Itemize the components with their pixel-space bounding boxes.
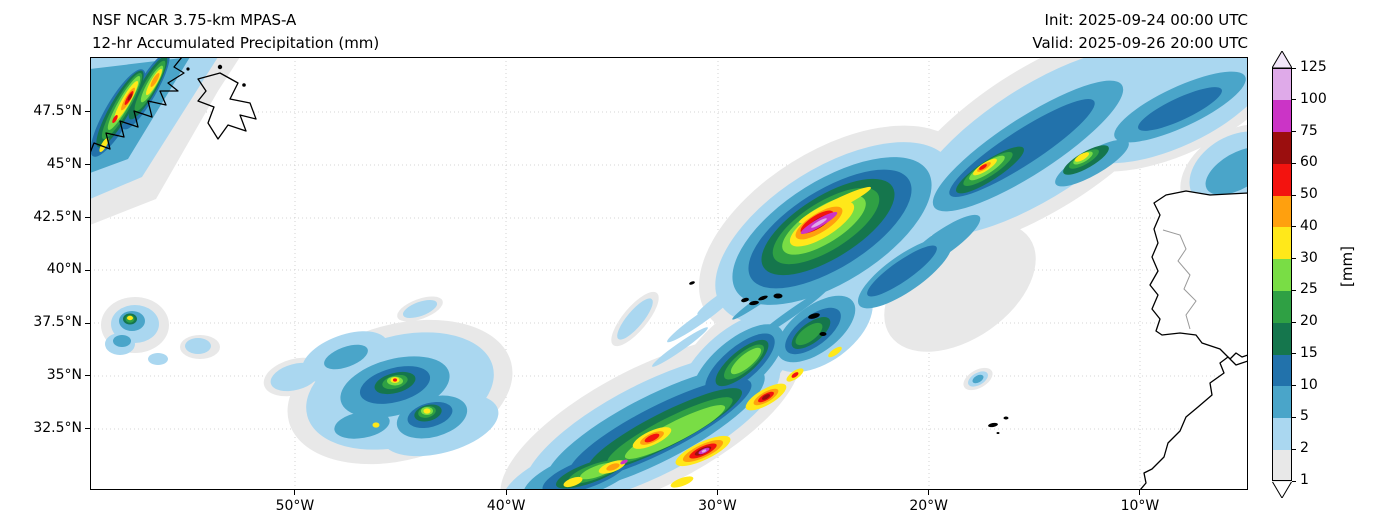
y-axis-tick: [85, 428, 90, 430]
y-axis-tick: [85, 322, 90, 324]
x-tick-label: 30°W: [698, 498, 737, 514]
colorbar-unit-label: [mm]: [1338, 246, 1356, 287]
colorbar-over-arrow: [1272, 51, 1292, 69]
map-border: [90, 57, 1248, 490]
x-tick-label: 40°W: [486, 498, 526, 514]
colorbar-segment: [1272, 131, 1292, 164]
init-time-label: Init: 2025-09-24 00:00 UTC: [1044, 11, 1248, 29]
colorbar-tick: [1292, 385, 1296, 387]
colorbar-tick-label: 15: [1300, 344, 1318, 361]
colorbar-tick-label: 25: [1300, 281, 1318, 298]
colorbar-segment: [1272, 68, 1292, 101]
colorbar-tick: [1292, 258, 1296, 260]
x-tick-label: 20°W: [909, 498, 948, 514]
x-tick-label: 50°W: [275, 498, 315, 514]
colorbar-segment: [1272, 417, 1292, 450]
colorbar-tick-label: 20: [1300, 313, 1318, 330]
colorbar-tick-label: 10: [1300, 376, 1318, 393]
y-tick-label: 37.5°N: [33, 314, 82, 331]
y-axis-tick: [85, 269, 90, 271]
map-svg: [90, 57, 1248, 490]
colorbar-tick-label: 50: [1300, 186, 1318, 203]
colorbar-tick: [1292, 289, 1296, 291]
x-axis-tick: [716, 490, 718, 495]
y-tick-label: 35°N: [46, 366, 82, 383]
colorbar-under-arrow: [1272, 480, 1292, 498]
colorbar-tick-label: 40: [1300, 217, 1318, 234]
y-tick-label: 42.5°N: [33, 208, 82, 225]
colorbar-segment: [1272, 163, 1292, 196]
y-axis-tick: [85, 164, 90, 166]
colorbar-tick-label: 125: [1300, 59, 1327, 75]
colorbar-segment: [1272, 353, 1292, 387]
y-tick-label: 47.5°N: [33, 102, 82, 119]
colorbar-tick: [1292, 226, 1296, 228]
x-tick-label: 10°W: [1120, 498, 1160, 514]
colorbar-tick: [1292, 194, 1296, 196]
colorbar-outline: [1272, 68, 1292, 481]
colorbar-segment: [1272, 195, 1292, 228]
field-title: 12-hr Accumulated Precipitation (mm): [92, 34, 380, 52]
colorbar-tick: [1292, 131, 1296, 133]
y-axis-tick: [85, 375, 90, 377]
colorbar-tick: [1292, 353, 1296, 355]
colorbar-segment: [1272, 322, 1292, 355]
colorbar-tick: [1292, 416, 1296, 418]
colorbar-tick: [1292, 448, 1296, 450]
y-tick-label: 45°N: [46, 155, 82, 172]
colorbar-segment: [1272, 226, 1292, 260]
colorbar-tick-label: 100: [1300, 90, 1327, 107]
colorbar-segment: [1272, 449, 1292, 482]
colorbar-tick-label: 1: [1300, 472, 1309, 488]
x-axis-tick: [1139, 490, 1141, 495]
colorbar-segment: [1272, 290, 1292, 323]
portugal-spain-border: [1162, 229, 1197, 330]
islands: [186, 64, 1009, 434]
colorbar-tick: [1292, 99, 1296, 101]
x-axis-tick: [294, 490, 296, 495]
y-tick-label: 32.5°N: [33, 419, 82, 436]
y-axis-tick: [85, 111, 90, 113]
colorbar-tick-label: 75: [1300, 122, 1318, 139]
x-axis-tick: [928, 490, 930, 495]
colorbar-tick: [1292, 162, 1296, 164]
y-axis-tick: [85, 217, 90, 219]
valid-time-label: Valid: 2025-09-26 20:00 UTC: [1032, 34, 1248, 52]
colorbar-tick: [1292, 480, 1296, 482]
colorbar-tick-label: 30: [1300, 249, 1318, 266]
colorbar-tick-label: 5: [1300, 408, 1309, 425]
x-axis-tick: [505, 490, 507, 495]
colorbar-tick-label: 2: [1300, 440, 1309, 457]
colorbar-tick: [1292, 67, 1296, 69]
colorbar-segment: [1272, 99, 1292, 133]
africa-landmass: [1139, 356, 1248, 490]
map-plot-area: [90, 57, 1248, 490]
iberia-landmass: [1149, 190, 1248, 360]
colorbar-tick-label: 60: [1300, 154, 1318, 171]
y-tick-label: 40°N: [46, 261, 82, 278]
coastlines: [90, 57, 1248, 490]
precipitation-field: [90, 57, 1248, 490]
colorbar-segment: [1272, 258, 1292, 291]
model-title: NSF NCAR 3.75-km MPAS-A: [92, 11, 297, 29]
colorbar-tick: [1292, 321, 1296, 323]
colorbar-segment: [1272, 385, 1292, 419]
